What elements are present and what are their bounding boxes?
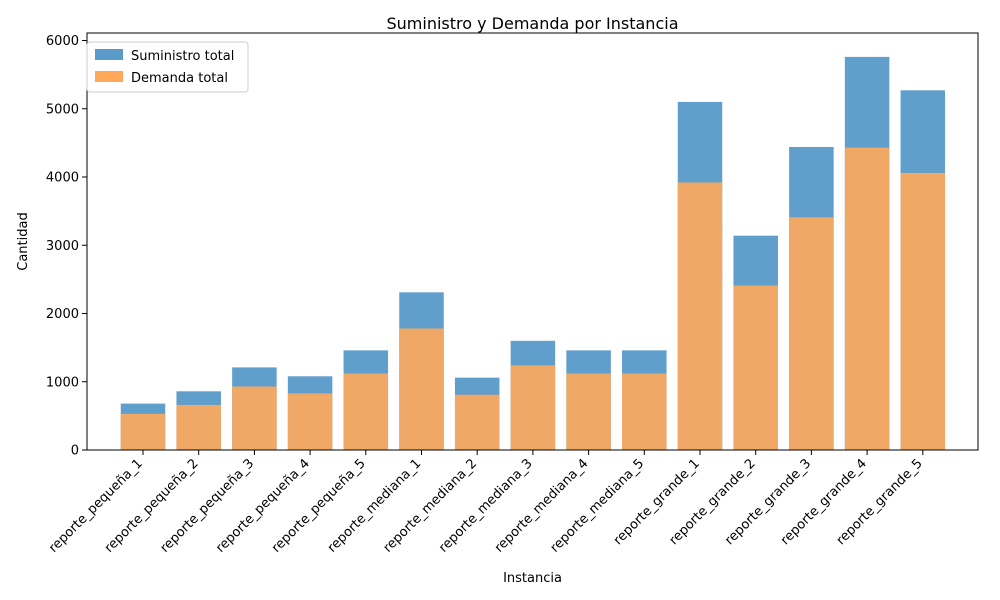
x-tick-label: reporte_pequeña_3 <box>158 456 258 556</box>
bars-layer <box>120 56 946 451</box>
bar-demanda-12 <box>733 285 778 450</box>
bar-demanda-11 <box>677 182 723 450</box>
bar-demanda-8 <box>510 365 556 450</box>
bar-demanda-7 <box>454 394 500 450</box>
y-tick-label: 4000 <box>46 171 79 186</box>
y-axis-label: Cantidad <box>16 212 31 270</box>
bar-demanda-2 <box>176 404 221 450</box>
bar-demanda-14 <box>844 147 890 450</box>
legend-box <box>86 41 249 93</box>
bar-demanda-3 <box>232 386 277 450</box>
bar-demanda-6 <box>399 328 444 450</box>
bar-demanda-5 <box>343 373 389 450</box>
x-tick-label: reporte_pequeña_2 <box>102 456 202 556</box>
bar-demanda-1 <box>120 413 166 450</box>
x-tick-label: reporte_pequeña_4 <box>213 456 313 556</box>
bar-demanda-10 <box>622 373 667 450</box>
y-tick-label: 0 <box>71 444 79 459</box>
bar-demanda-4 <box>287 393 333 450</box>
x-tick-label: reporte_mediana_4 <box>492 456 591 555</box>
bar-demanda-15 <box>900 172 946 450</box>
x-tick-label: reporte_mediana_5 <box>548 456 647 555</box>
x-axis-label: Instancia <box>503 571 562 586</box>
x-tick-label: reporte_mediana_1 <box>325 456 424 555</box>
y-tick-label: 3000 <box>46 239 79 254</box>
legend-label-suministro: Suministro total <box>131 49 234 64</box>
x-tick-label: reporte_pequeña_5 <box>269 456 369 556</box>
legend-label-demanda: Demanda total <box>131 71 228 86</box>
x-tick-label: reporte_mediana_3 <box>436 456 535 555</box>
y-tick-label: 1000 <box>46 375 79 390</box>
y-axis: 0 1000 2000 3000 4000 5000 6000 <box>46 34 87 459</box>
y-tick-label: 2000 <box>46 307 79 322</box>
legend: Suministro total Demanda total <box>86 41 249 93</box>
bar-demanda-9 <box>566 373 611 450</box>
y-tick-label: 6000 <box>46 34 79 49</box>
y-tick-label: 5000 <box>46 102 79 117</box>
legend-swatch-demanda <box>95 71 123 82</box>
x-axis: reporte_pequeña_1reporte_pequeña_2report… <box>46 450 926 556</box>
x-tick-label: reporte_pequeña_1 <box>46 456 146 556</box>
bar-demanda-13 <box>789 217 834 450</box>
chart-title: Suministro y Demanda por Instancia <box>387 14 679 33</box>
x-tick-label: reporte_mediana_2 <box>381 456 480 555</box>
legend-swatch-suministro <box>95 49 123 60</box>
